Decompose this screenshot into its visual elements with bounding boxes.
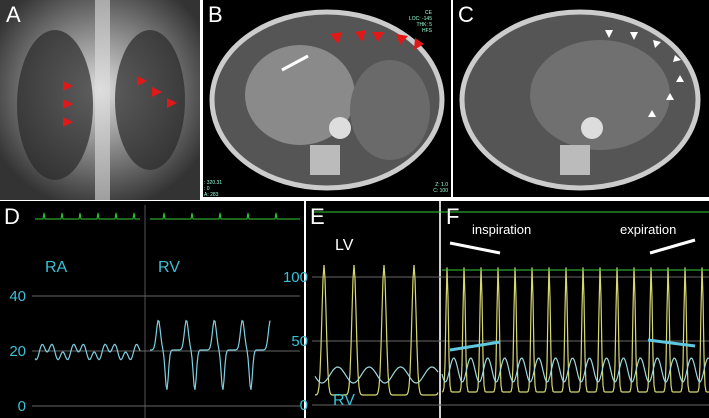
ct-info: THK: 5 — [416, 22, 432, 28]
trace-label: RA — [45, 259, 68, 276]
panel-label: C — [458, 2, 474, 27]
ct-info: : 320.31 — [204, 180, 222, 186]
waveform — [150, 319, 271, 390]
aorta — [581, 117, 603, 139]
ct-info: A: 283 — [204, 192, 219, 198]
ct-info: LOC: -145 — [409, 16, 432, 22]
tick-label: 20 — [9, 343, 26, 360]
heart — [245, 45, 355, 145]
waveform — [35, 212, 140, 220]
waveform — [441, 357, 709, 383]
panel-label: B — [208, 2, 223, 27]
ct-info: HFS — [422, 28, 433, 34]
vertebra — [560, 145, 590, 175]
trace-label: RV — [333, 392, 355, 409]
lung — [115, 30, 185, 170]
waveform — [314, 366, 439, 384]
aorta — [329, 117, 351, 139]
tick-label: 40 — [9, 288, 26, 305]
tick-label: 0 — [300, 397, 308, 414]
trace-label: LV — [335, 237, 354, 254]
ct-info: C: 100 — [433, 188, 448, 194]
spine — [95, 0, 110, 200]
panel-label: E — [310, 204, 325, 229]
waveform — [150, 212, 300, 220]
grid — [32, 276, 709, 407]
panel-label: F — [446, 204, 459, 229]
ct-info: CE — [425, 10, 433, 16]
tick-label: 100 — [283, 269, 308, 286]
heart — [530, 40, 670, 150]
waveform — [314, 264, 439, 396]
lung — [17, 30, 93, 180]
tracing-panel — [0, 201, 304, 418]
arrowheads — [330, 30, 424, 50]
panel-label: D — [4, 204, 20, 229]
tick-label: 50 — [291, 333, 308, 350]
phase-label: inspiration — [472, 222, 531, 237]
ct-info: : 0 — [204, 186, 210, 192]
panel-label: A — [6, 2, 21, 27]
arrow — [449, 238, 696, 255]
tracing-panel — [306, 201, 709, 418]
vertebra — [310, 145, 340, 175]
waveform — [441, 267, 709, 393]
phase-label: expiration — [620, 222, 676, 237]
liver — [350, 60, 430, 160]
arrow — [281, 54, 309, 72]
arrowheads — [63, 76, 177, 127]
tick-label: 0 — [18, 398, 26, 415]
ct-info: Z: 1.0 — [435, 182, 448, 188]
arrow — [449, 338, 696, 352]
arrowheads — [605, 30, 684, 117]
waveform — [34, 343, 141, 361]
trace-label: RV — [158, 259, 180, 276]
